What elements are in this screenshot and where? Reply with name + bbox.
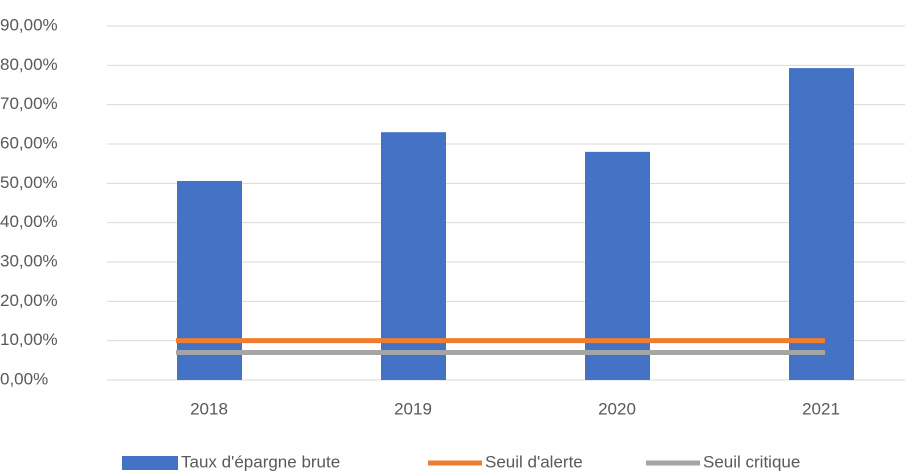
legend-label: Seuil critique [703, 452, 800, 471]
y-tick-label: 60,00% [0, 133, 58, 152]
y-tick-label: 50,00% [0, 173, 58, 192]
legend-label: Taux d'épargne brute [181, 452, 340, 471]
y-tick-label: 40,00% [0, 212, 58, 231]
bar [177, 180, 242, 380]
y-tick-label: 80,00% [0, 55, 58, 74]
bar [789, 68, 854, 380]
x-tick-label: 2018 [190, 399, 228, 418]
y-tick-label: 90,00% [0, 15, 58, 34]
legend-label: Seuil d'alerte [485, 452, 583, 471]
legend-swatch [122, 456, 178, 470]
y-tick-label: 20,00% [0, 291, 58, 310]
x-tick-label: 2021 [802, 399, 840, 418]
y-tick-label: 0,00% [0, 369, 48, 388]
bar [585, 151, 650, 380]
y-tick-label: 30,00% [0, 251, 58, 270]
y-tick-label: 70,00% [0, 94, 58, 113]
x-tick-label: 2020 [598, 399, 636, 418]
x-tick-label: 2019 [394, 399, 432, 418]
y-tick-label: 10,00% [0, 330, 58, 349]
